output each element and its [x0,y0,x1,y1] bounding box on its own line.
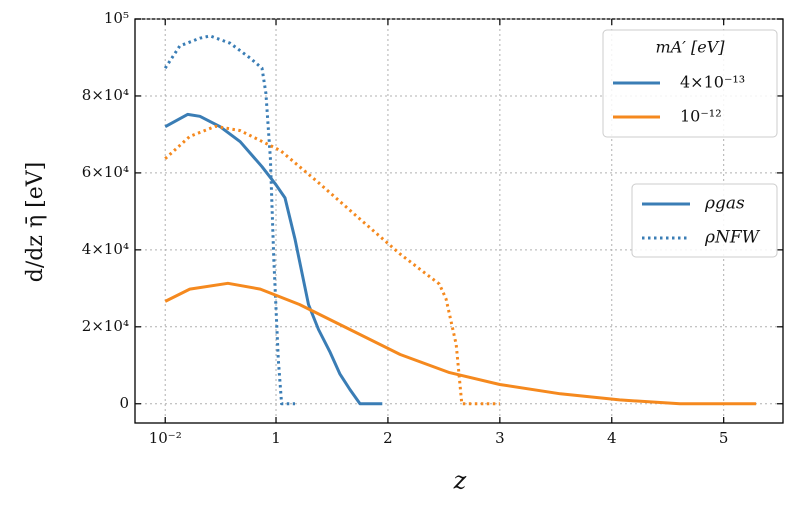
x-tick-label: 10⁻² [149,429,182,447]
y-axis-label: d/dz η̄ [eV] [23,162,48,282]
y-tick-label: 10⁵ [104,9,129,27]
y-tick-label: 4×10⁴ [82,240,129,258]
legend-label: ρNFW [704,228,761,248]
y-tick-label: 2×10⁴ [82,317,129,335]
legend-label: 4×10⁻¹³ [680,73,745,92]
data-line [164,124,500,406]
data-line [164,112,383,406]
x-tick-label: 2 [383,429,393,447]
legend-box [602,29,778,138]
x-axis-label: z [453,467,467,495]
y-tick-label: 0 [119,394,129,412]
plot-frame [134,18,784,424]
legend-title: mA′ [eV] [656,38,726,57]
data-line [163,34,295,406]
y-tick-label: 8×10⁴ [82,86,129,104]
x-tick-label: 1 [271,429,281,447]
legend-label: ρgas [704,194,745,214]
x-tick-label: 3 [495,429,505,447]
data-line [164,281,757,406]
legend-label: 10⁻¹² [680,107,722,126]
x-tick-label: 4 [607,429,617,447]
x-tick-label: 5 [719,429,729,447]
y-tick-label: 6×10⁴ [82,163,129,181]
